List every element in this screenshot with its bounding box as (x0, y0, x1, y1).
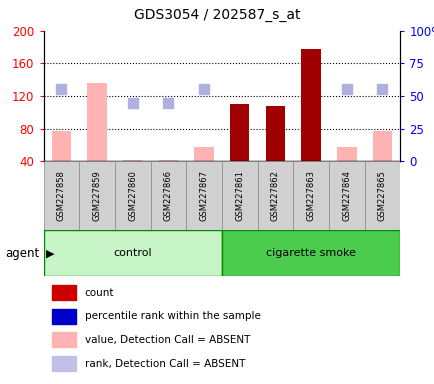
Bar (257, 161, 293, 230)
Text: GSM227865: GSM227865 (377, 170, 386, 221)
Text: GSM227861: GSM227861 (235, 170, 243, 221)
Text: GSM227862: GSM227862 (270, 170, 279, 221)
Bar (221, 161, 257, 230)
Text: GSM227866: GSM227866 (164, 170, 172, 221)
Text: ▶: ▶ (46, 248, 54, 258)
Text: percentile rank within the sample: percentile rank within the sample (85, 311, 260, 321)
Text: GSM227863: GSM227863 (306, 170, 315, 221)
Bar (52, 333, 76, 348)
Bar (158, 160, 178, 161)
Bar (43, 161, 79, 230)
Bar (87, 83, 107, 161)
Bar (150, 161, 186, 230)
Bar (79, 161, 115, 230)
Bar (336, 147, 356, 161)
Bar (52, 356, 76, 371)
Bar (364, 161, 399, 230)
Point (378, 86, 385, 93)
Point (200, 86, 207, 93)
Text: GSM227859: GSM227859 (92, 170, 101, 221)
Bar (265, 106, 285, 161)
Text: rank, Detection Call = ABSENT: rank, Detection Call = ABSENT (85, 359, 245, 369)
Point (58, 86, 65, 93)
Bar (122, 160, 142, 161)
Bar (372, 131, 391, 161)
Text: count: count (85, 288, 114, 298)
Bar (221, 230, 399, 276)
Bar (186, 161, 221, 230)
Text: agent: agent (5, 247, 39, 260)
Point (164, 99, 171, 106)
Bar (293, 161, 328, 230)
Text: GSM227858: GSM227858 (57, 170, 66, 221)
Text: GDS3054 / 202587_s_at: GDS3054 / 202587_s_at (134, 8, 300, 22)
Bar (194, 147, 214, 161)
Bar (229, 104, 249, 161)
Text: GSM227864: GSM227864 (342, 170, 350, 221)
Text: GSM227867: GSM227867 (199, 170, 208, 221)
Bar (51, 131, 71, 161)
Text: cigarette smoke: cigarette smoke (266, 248, 355, 258)
Text: value, Detection Call = ABSENT: value, Detection Call = ABSENT (85, 335, 250, 345)
Bar (52, 309, 76, 324)
Text: control: control (113, 248, 151, 258)
Bar (43, 230, 221, 276)
Point (129, 99, 136, 106)
Bar (115, 161, 150, 230)
Bar (328, 161, 364, 230)
Bar (52, 285, 76, 300)
Text: GSM227860: GSM227860 (128, 170, 137, 221)
Bar (300, 49, 320, 161)
Point (342, 86, 349, 93)
